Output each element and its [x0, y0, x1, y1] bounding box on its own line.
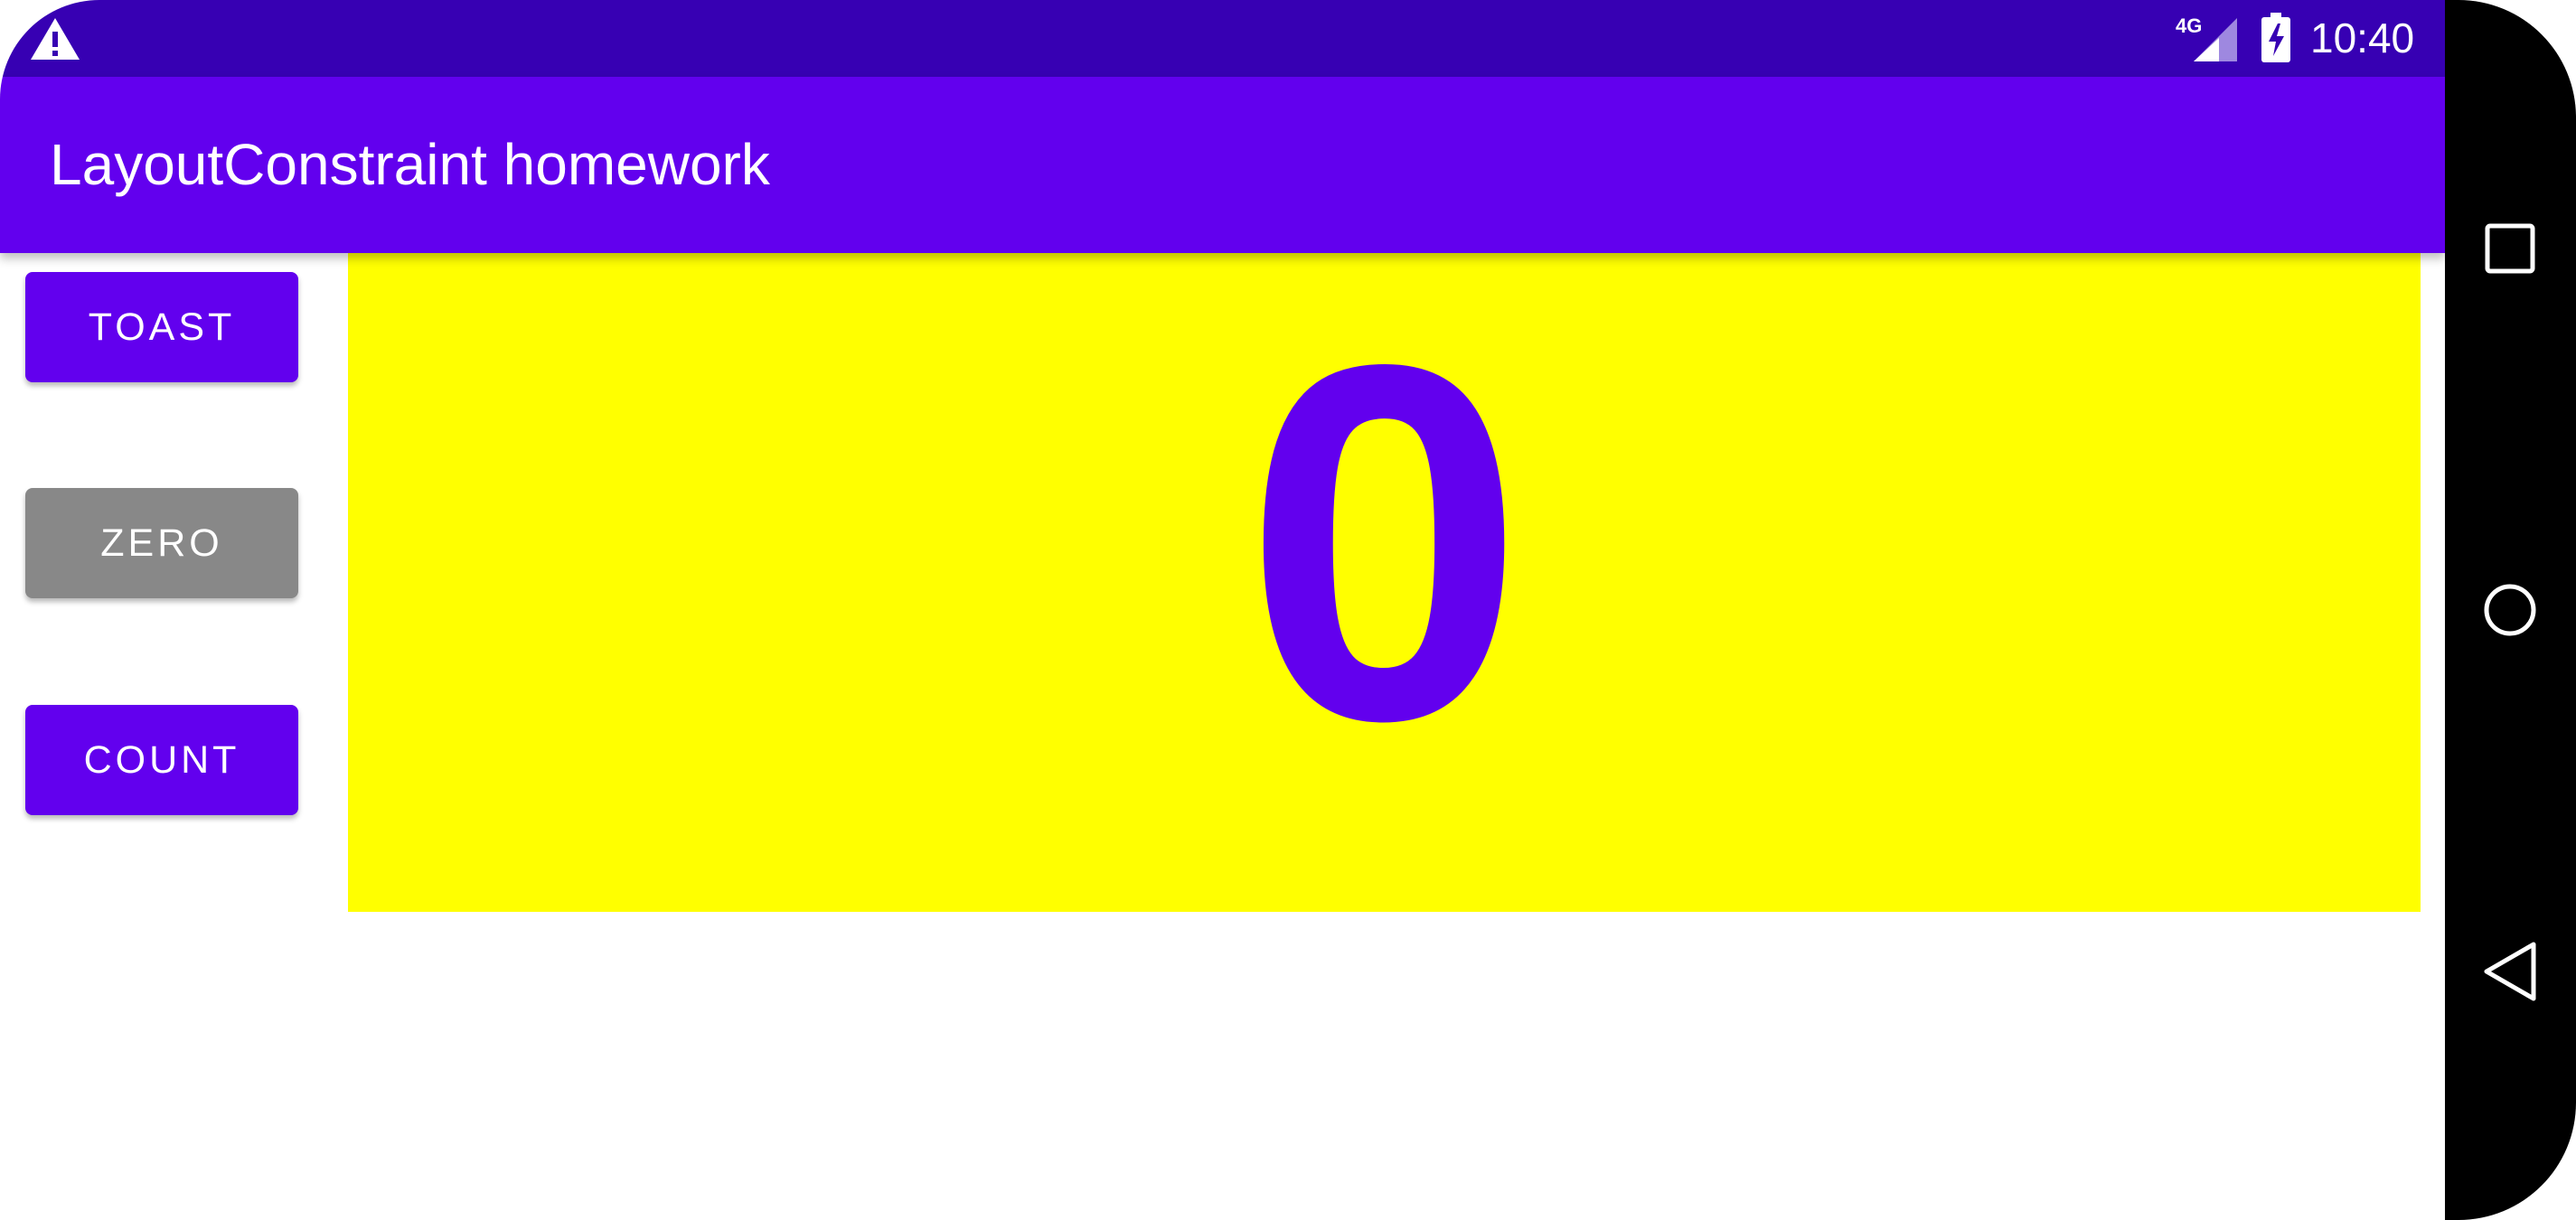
count-button[interactable]: COUNT [25, 705, 298, 815]
home-button[interactable] [2465, 565, 2555, 655]
back-button[interactable] [2465, 926, 2555, 1017]
home-icon [2484, 584, 2536, 636]
status-bar: 4G 10:40 [0, 0, 2445, 77]
warning-icon [31, 18, 80, 60]
signal-icon: 4G [2176, 14, 2237, 61]
zero-button[interactable]: ZERO [25, 488, 298, 598]
status-clock: 10:40 [2310, 14, 2415, 61]
app-bar: LayoutConstraint homework [0, 77, 2445, 253]
navigation-bar [2445, 0, 2576, 1220]
back-icon [2484, 942, 2536, 1001]
recents-button[interactable] [2465, 203, 2555, 294]
recents-icon [2485, 223, 2535, 274]
network-type-label: 4G [2176, 14, 2202, 37]
toast-button[interactable]: TOAST [25, 272, 298, 382]
battery-charging-icon [2261, 13, 2290, 62]
app-title: LayoutConstraint homework [50, 132, 770, 197]
count-panel: 0 [348, 253, 2421, 912]
count-value: 0 [1243, 258, 1526, 825]
screen: 4G 10:40 LayoutConstraint homework TOAST… [0, 0, 2445, 912]
